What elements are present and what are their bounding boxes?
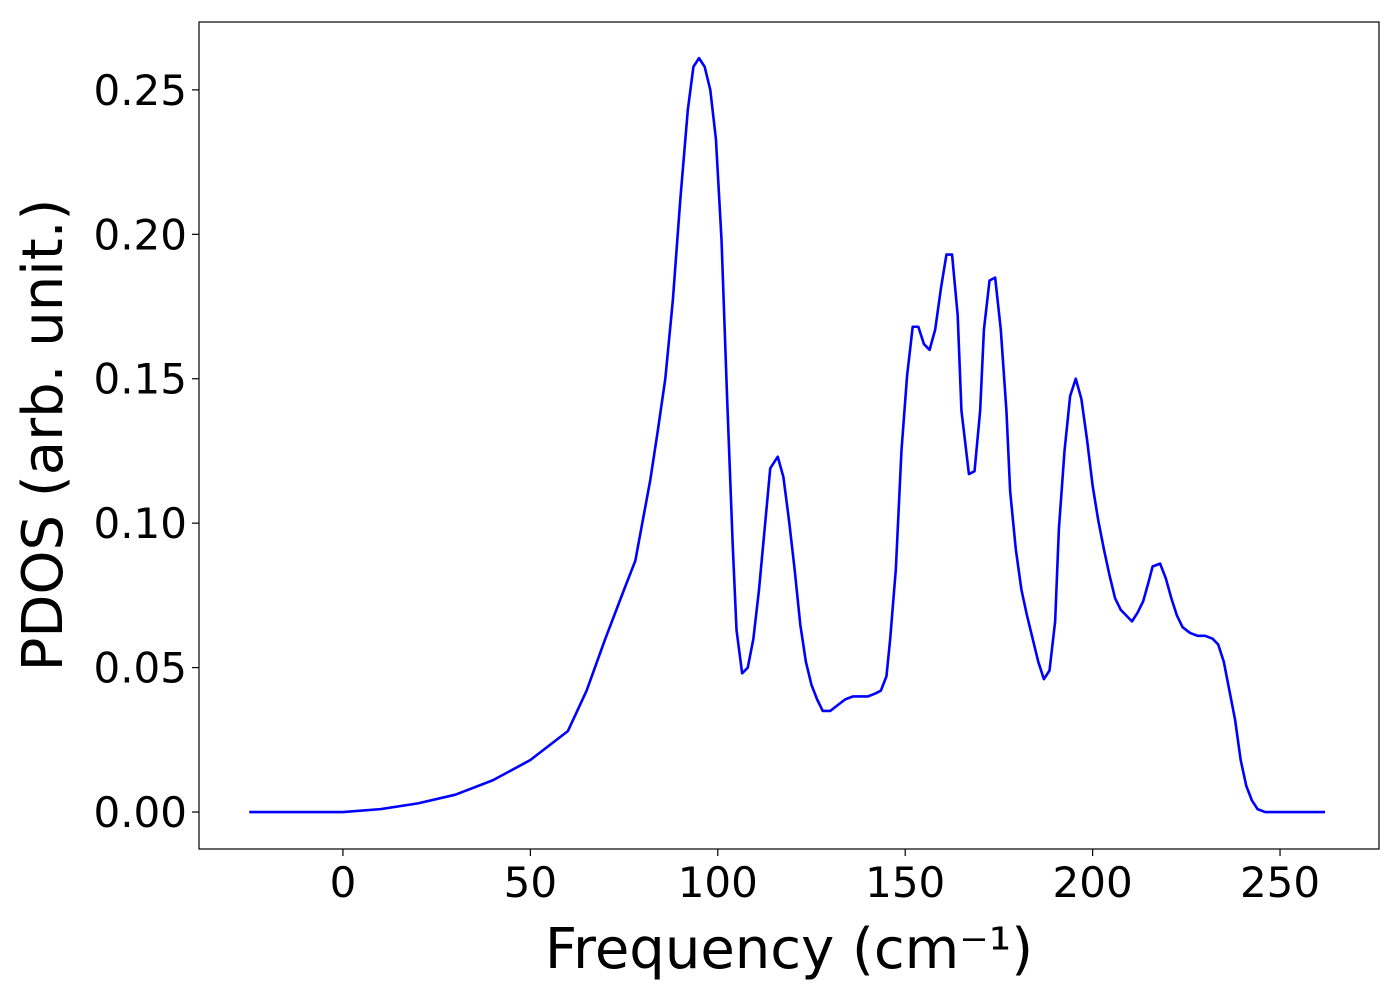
y-tick-label: 0.20 bbox=[93, 210, 187, 259]
y-tick-label: 0.15 bbox=[93, 355, 187, 404]
x-tick-label: 200 bbox=[1053, 858, 1133, 907]
y-axis-label: PDOS (arb. unit.) bbox=[11, 199, 76, 672]
x-axis-label: Frequency (cm⁻¹) bbox=[545, 917, 1033, 982]
x-tick-label: 250 bbox=[1240, 858, 1320, 907]
plot-frame bbox=[198, 21, 1380, 850]
x-tick-label: 150 bbox=[865, 858, 945, 907]
data-line bbox=[249, 56, 1326, 814]
x-tick-label: 100 bbox=[678, 858, 758, 907]
y-tick-label: 0.05 bbox=[93, 644, 187, 693]
x-tick-label: 50 bbox=[504, 858, 557, 907]
y-tick-label: 0.25 bbox=[93, 66, 187, 115]
x-tick-label: 0 bbox=[330, 858, 357, 907]
y-tick-label: 0.00 bbox=[93, 788, 187, 837]
y-tick-label: 0.10 bbox=[93, 499, 187, 548]
